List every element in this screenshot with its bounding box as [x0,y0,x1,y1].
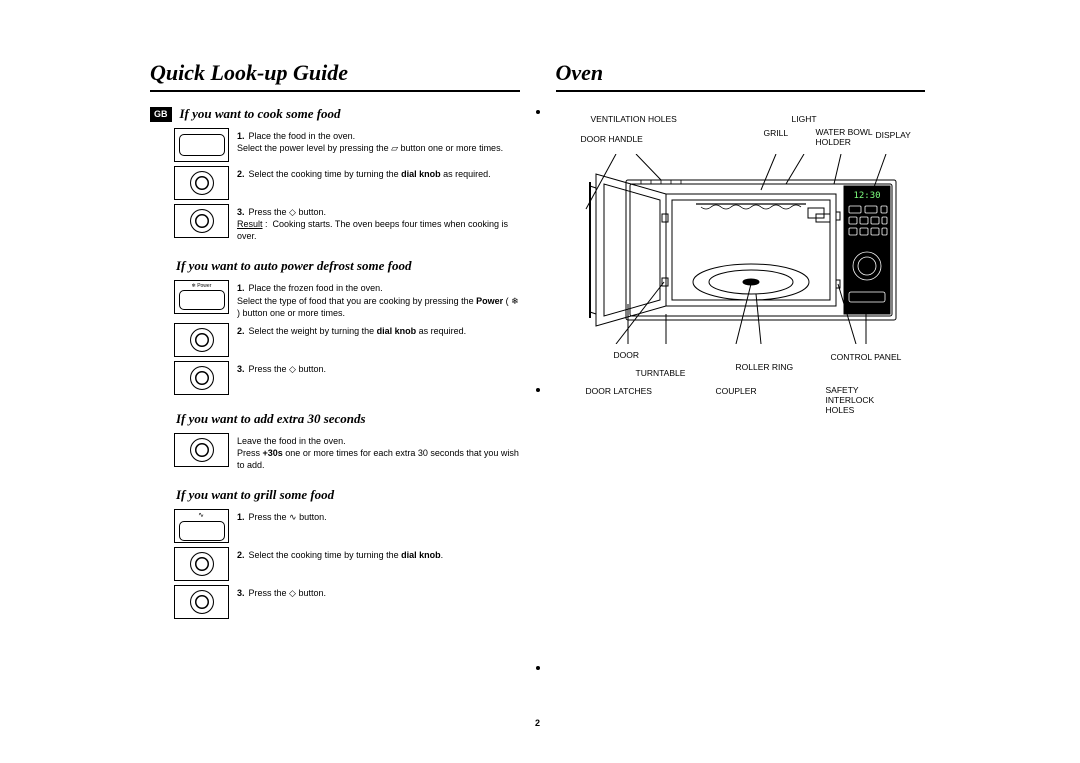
diagram-labels-bottom: DOOR ROLLER RING CONTROL PANEL TURNTABLE DOO… [556,344,906,414]
step-thumb-dial [174,204,229,238]
step-row: 1.Place the food in the oven.Select the … [174,128,520,162]
diagram-label: LIGHT [792,114,817,124]
diagram-label: DOOR LATCHES [586,386,652,396]
step-thumb-power: ❄ Power [174,280,229,314]
steps-list: 1.Place the food in the oven.Select the … [174,128,520,242]
step-row: Leave the food in the oven.Press +30s on… [174,433,520,471]
left-column: Quick Look-up Guide GB If you want to coo… [150,60,538,740]
diagram-label: GRILL [764,128,789,138]
step-text: 2.Select the weight by turning the dial … [237,323,466,337]
step-row: 3.Press the ◇ button.Result : Cooking st… [174,204,520,242]
step-row: ❄ Power1.Place the frozen food in the ov… [174,280,520,318]
section-title: If you want to cook some food [180,106,341,122]
right-column: Oven VENTILATION HOLES LIGHT DOOR HANDLE GR… [538,60,926,740]
diagram-label: DOOR HANDLE [581,134,643,144]
diagram-label: CONTROL PANEL [831,352,902,362]
step-thumb-display [174,128,229,162]
step-thumb-grill: ∿ [174,509,229,543]
section-heading: GB If you want to cook some food [150,106,520,122]
step-text: Leave the food in the oven.Press +30s on… [237,433,520,471]
step-row: ∿ 1.Press the ∿ button. [174,509,520,543]
page-number: 2 [535,718,540,728]
step-text: 3.Press the ◇ button. [237,361,326,375]
step-text: 2.Select the cooking time by turning the… [237,166,491,180]
step-text: 1.Place the food in the oven.Select the … [237,128,503,154]
diagram-label: DISPLAY [876,130,911,140]
step-thumb-dial-arrow [174,547,229,581]
section-heading: If you want to auto power defrost some f… [150,258,520,274]
step-thumb-dial [174,433,229,467]
guide-sections: GB If you want to cook some food 1.Place t… [150,106,520,633]
diagram-label: VENTILATION HOLES [591,114,677,124]
step-row: 2.Select the cooking time by turning the… [174,547,520,581]
step-row: 3.Press the ◇ button. [174,361,520,395]
steps-list: ∿ 1.Press the ∿ button. 2.Select the cooki… [174,509,520,619]
diagram-label: TURNTABLE [636,368,686,378]
step-row: 3.Press the ◇ button. [174,585,520,619]
step-thumb-dial-arrow [174,166,229,200]
diagram-label: WATER BOWL HOLDER [816,128,876,148]
display-text: 12:30 [853,191,880,201]
step-text: 2.Select the cooking time by turning the… [237,547,443,561]
oven-diagram: VENTILATION HOLES LIGHT DOOR HANDLE GRILL WA… [556,106,906,414]
steps-list: Leave the food in the oven.Press +30s on… [174,433,520,471]
diagram-label: DOOR [614,350,640,360]
oven-illustration: 12:30 [556,154,906,344]
manual-page: Quick Look-up Guide GB If you want to coo… [150,60,925,740]
step-thumb-dial-arrow [174,323,229,357]
step-text: 3.Press the ◇ button.Result : Cooking st… [237,204,520,242]
region-tag: GB [150,107,172,122]
left-title: Quick Look-up Guide [150,60,520,92]
diagram-label: ROLLER RING [736,362,794,372]
diagram-label: SAFETY INTERLOCK HOLES [826,386,886,415]
step-thumb-dial [174,585,229,619]
section-title: If you want to auto power defrost some f… [176,258,411,274]
section-title: If you want to add extra 30 seconds [176,411,366,427]
section-heading: If you want to add extra 30 seconds [150,411,520,427]
diagram-label: COUPLER [716,386,757,396]
section-title: If you want to grill some food [176,487,334,503]
step-row: 2.Select the cooking time by turning the… [174,166,520,200]
step-row: 2.Select the weight by turning the dial … [174,323,520,357]
step-text: 1.Place the frozen food in the oven.Sele… [237,280,520,318]
step-text: 1.Press the ∿ button. [237,509,327,523]
step-text: 3.Press the ◇ button. [237,585,326,599]
step-thumb-dial [174,361,229,395]
diagram-labels-top: VENTILATION HOLES LIGHT DOOR HANDLE GRILL WA… [556,106,906,154]
right-title: Oven [556,60,926,92]
section-heading: If you want to grill some food [150,487,520,503]
steps-list: ❄ Power1.Place the frozen food in the ov… [174,280,520,394]
